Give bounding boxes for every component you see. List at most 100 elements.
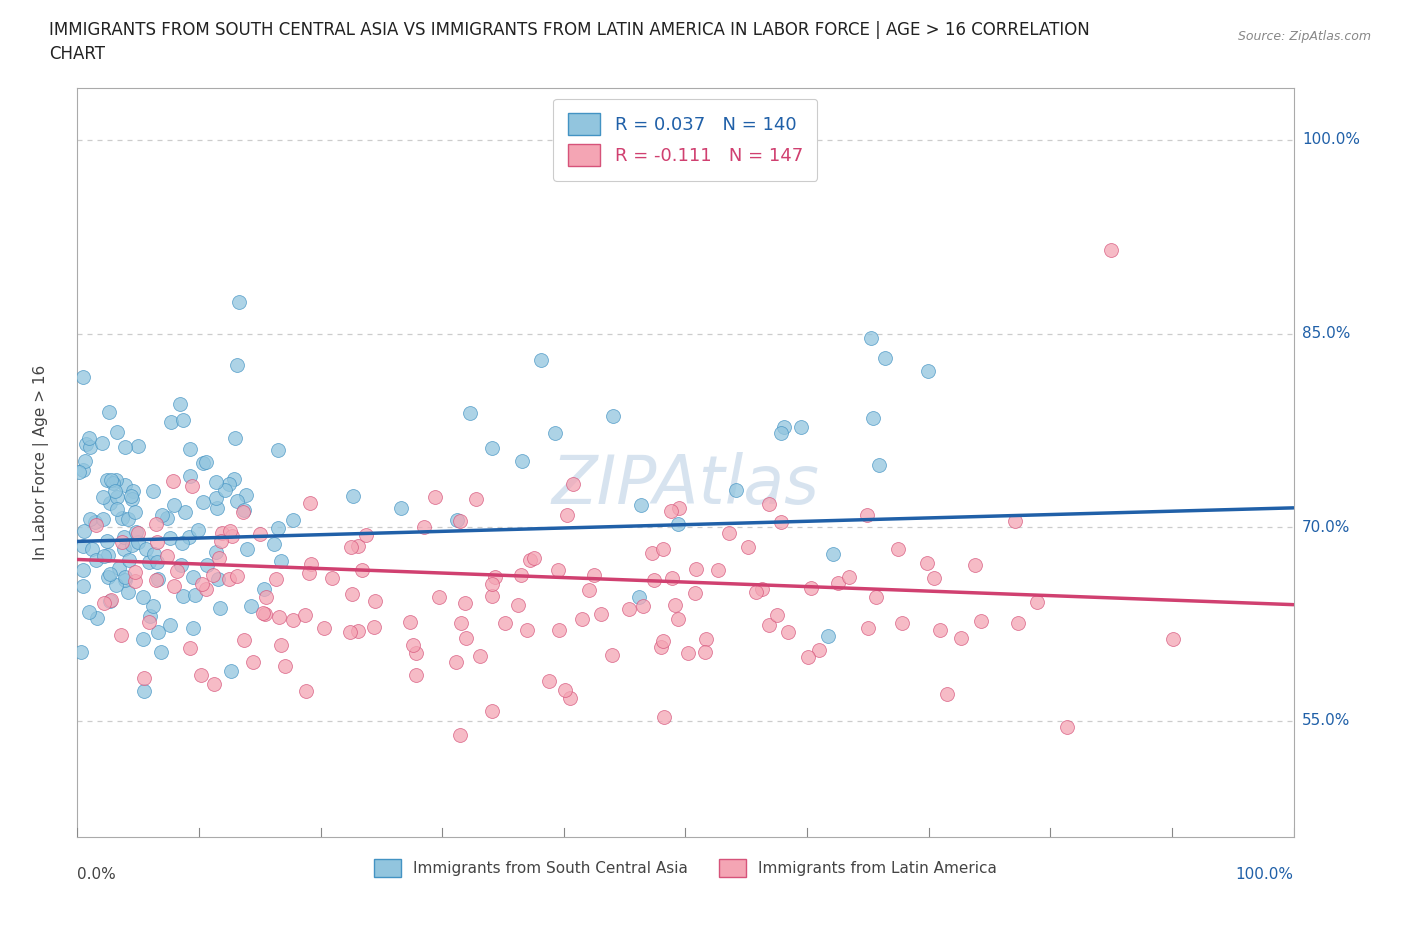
Point — [429, 590, 451, 604]
Point — [450, 616, 472, 631]
Point — [194, 455, 217, 470]
Point — [560, 691, 582, 706]
Point — [190, 668, 212, 683]
Point — [145, 517, 167, 532]
Point — [630, 498, 652, 512]
Point — [73, 524, 96, 538]
Point — [97, 570, 120, 585]
Point — [668, 500, 690, 515]
Point — [481, 441, 503, 456]
Point — [98, 566, 121, 581]
Point — [299, 556, 322, 571]
Point — [283, 612, 305, 627]
Point — [84, 514, 107, 529]
Point — [352, 563, 374, 578]
Point — [142, 547, 165, 562]
Point — [72, 538, 94, 553]
Point — [695, 631, 717, 646]
Point — [340, 539, 363, 554]
Point — [745, 585, 768, 600]
Point — [449, 513, 471, 528]
Point — [651, 542, 673, 557]
Point — [683, 586, 706, 601]
Point — [838, 570, 860, 585]
Point — [211, 525, 233, 540]
Point — [312, 621, 335, 636]
Point — [134, 684, 156, 698]
Point — [98, 594, 121, 609]
Point — [225, 357, 247, 372]
Point — [121, 484, 143, 498]
Point — [602, 647, 624, 662]
Point — [162, 474, 184, 489]
Point — [915, 555, 938, 570]
Point — [544, 426, 567, 441]
Point — [557, 508, 579, 523]
Point — [142, 598, 165, 613]
Point — [124, 574, 146, 589]
Point — [270, 554, 292, 569]
Text: 85.0%: 85.0% — [1302, 326, 1350, 341]
Point — [91, 489, 114, 504]
Text: 100.0%: 100.0% — [1302, 132, 1360, 148]
Point — [346, 539, 368, 554]
Point — [887, 541, 910, 556]
Point — [221, 528, 243, 543]
Point — [928, 622, 950, 637]
Point — [340, 587, 363, 602]
Point — [242, 655, 264, 670]
Point — [664, 598, 686, 613]
Point — [179, 641, 201, 656]
Point — [858, 620, 880, 635]
Point — [821, 547, 844, 562]
Point — [270, 638, 292, 653]
Point — [252, 605, 274, 620]
Point — [236, 542, 259, 557]
Point — [875, 351, 897, 365]
Point — [281, 512, 304, 527]
Point — [758, 618, 780, 632]
Point — [717, 525, 740, 540]
Point — [205, 500, 228, 515]
Point — [807, 643, 830, 658]
Point — [202, 676, 225, 691]
Point — [138, 615, 160, 630]
Point — [224, 472, 246, 487]
Point — [446, 512, 468, 527]
Text: 70.0%: 70.0% — [1302, 520, 1350, 535]
Point — [547, 563, 569, 578]
Point — [156, 549, 179, 564]
Point — [530, 352, 553, 367]
Point — [93, 548, 115, 563]
Point — [1161, 631, 1184, 646]
Point — [855, 508, 877, 523]
Point — [148, 572, 170, 587]
Point — [75, 436, 97, 451]
Point — [195, 557, 218, 572]
Point — [120, 488, 142, 503]
Point — [364, 593, 387, 608]
Text: Source: ZipAtlas.com: Source: ZipAtlas.com — [1237, 30, 1371, 43]
Point — [170, 558, 193, 573]
Point — [139, 608, 162, 623]
Point — [104, 484, 127, 498]
Point — [114, 569, 136, 584]
Point — [666, 517, 689, 532]
Point — [770, 426, 793, 441]
Point — [561, 476, 583, 491]
Point — [97, 405, 120, 419]
Point — [132, 590, 155, 604]
Text: 100.0%: 100.0% — [1236, 867, 1294, 882]
Point — [84, 552, 107, 567]
Point — [127, 535, 149, 550]
Text: CHART: CHART — [49, 45, 105, 62]
Point — [159, 618, 181, 632]
Point — [84, 518, 107, 533]
Point — [181, 570, 204, 585]
Point — [347, 623, 370, 638]
Point — [124, 504, 146, 519]
Point — [204, 545, 226, 560]
Point — [405, 645, 427, 660]
Point — [321, 571, 343, 586]
Point — [79, 512, 101, 526]
